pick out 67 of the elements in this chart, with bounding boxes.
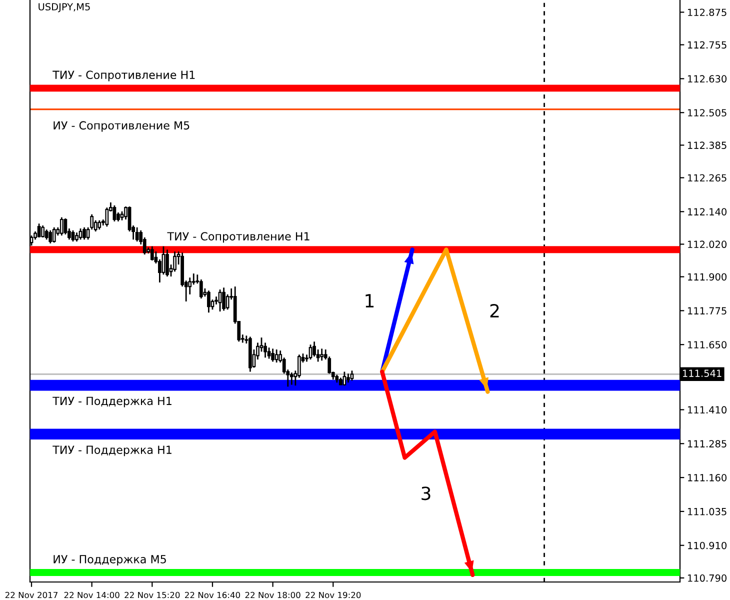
band-label: ТИУ - Поддержка H1 [52, 446, 172, 456]
annotation: 1 [366, 294, 374, 308]
candlestick [308, 344, 312, 360]
y-tick-label: 111.775 [688, 307, 726, 315]
x-tick-label: 22 Nov 2017 [5, 592, 58, 598]
y-tick-label: 111.160 [688, 474, 727, 482]
candlestick [218, 288, 222, 312]
ref-line-label: ИУ - Сопротивление M5 [54, 121, 190, 132]
candlestick [199, 278, 203, 300]
y-tick-label: 111.410 [688, 406, 727, 414]
x-tick-label: 22 Nov 14:00 [64, 592, 120, 598]
candlestick [264, 342, 267, 358]
candlestick [64, 218, 68, 236]
candlestick [71, 230, 75, 242]
candlestick [37, 222, 41, 238]
y-tick-label: 111.035 [688, 508, 726, 516]
y-tick-label: 110.790 [688, 574, 727, 582]
candlestick [267, 346, 271, 360]
candlestick [98, 220, 102, 230]
candlestick [342, 371, 346, 386]
candlestick [173, 250, 176, 272]
candlestick [290, 372, 294, 386]
candlestick [312, 340, 316, 358]
candlestick [350, 370, 354, 382]
candlestick [166, 248, 169, 278]
line-series [380, 370, 475, 578]
x-tick-label: 22 Nov 18:00 [245, 592, 300, 598]
candlestick [112, 204, 116, 222]
ref-line-label: 111.541 [683, 370, 722, 377]
candlestick [207, 290, 210, 314]
candlestick [82, 226, 86, 240]
y-tick-label: 111.900 [688, 273, 727, 281]
candlestick [52, 226, 56, 244]
candlestick [78, 228, 82, 240]
candlestick [274, 348, 278, 364]
y-tick-label: 112.630 [688, 75, 727, 83]
y-tick-label: 111.285 [688, 440, 726, 448]
candlestick [105, 206, 109, 228]
y-tick-label: 112.755 [688, 41, 726, 49]
candlestick [48, 230, 52, 244]
y-tick-label: 112.505 [688, 109, 726, 116]
ref-line-label: ТИУ - Сопротивление H1 [167, 232, 310, 243]
y-tick-label: 112.140 [688, 208, 727, 216]
candlestick [271, 348, 274, 362]
candlestick [44, 228, 48, 240]
x-tick-label: 22 Nov 15:20 [124, 592, 180, 598]
band-label: ТИУ - Поддержка H1 [52, 396, 172, 408]
annotation: 2 [490, 304, 499, 318]
y-tick-label: 112.265 [688, 174, 726, 182]
candlestick [192, 272, 196, 286]
annotation: 3 [422, 486, 430, 500]
y-tick-label: 111.650 [688, 341, 727, 348]
x-tick-label: 22 Nov 19:20 [306, 592, 361, 598]
chart-title: USDJPY,M5 [38, 3, 90, 12]
candlestick [60, 216, 64, 236]
candlestick [222, 286, 226, 312]
y-tick-label: 112.875 [688, 8, 726, 16]
candlestick [320, 348, 324, 362]
candlestick [135, 226, 139, 242]
ref-line-label: ИУ - Поддержка M5 [54, 555, 166, 566]
candlestick [41, 224, 45, 238]
x-tick-label: 22 Nov 16:40 [185, 592, 240, 598]
ref-line-label: ТИУ - Сопротивление H1 [52, 70, 195, 82]
y-tick-label: 110.910 [688, 542, 727, 550]
y-tick-label: 112.385 [688, 142, 726, 149]
candlestick [150, 246, 154, 262]
y-tick-label: 112.020 [688, 240, 727, 248]
